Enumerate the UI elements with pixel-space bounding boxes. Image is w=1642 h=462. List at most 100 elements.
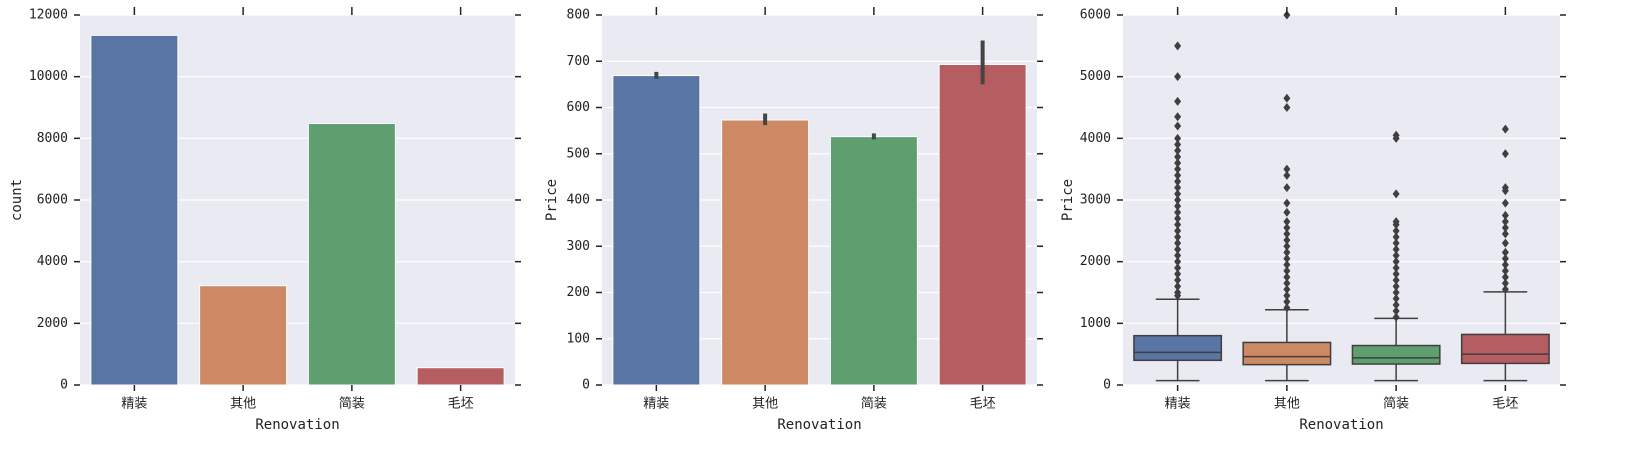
bar xyxy=(416,367,505,386)
outlier xyxy=(1392,300,1400,310)
outlier xyxy=(1174,112,1182,122)
outlier xyxy=(1501,124,1509,134)
outlier xyxy=(1392,226,1400,236)
outlier xyxy=(1283,272,1291,282)
x-axis-label: Renovation xyxy=(777,417,861,433)
box xyxy=(1242,341,1332,366)
outlier xyxy=(1392,257,1400,267)
bar xyxy=(612,75,701,386)
y-tick-label: 800 xyxy=(567,8,590,23)
outlier xyxy=(1283,207,1291,217)
outlier xyxy=(1174,152,1182,162)
outlier xyxy=(1501,284,1509,294)
outlier xyxy=(1174,96,1182,106)
y-axis-label: Price xyxy=(544,179,560,221)
y-tick-label: 0 xyxy=(60,378,68,393)
outlier xyxy=(1392,232,1400,242)
outlier xyxy=(1174,281,1182,291)
y-tick-label: 3000 xyxy=(1080,193,1111,208)
x-tick-label: 精装 xyxy=(1165,397,1191,412)
x-tick-label: 毛坯 xyxy=(448,397,474,412)
outlier xyxy=(1392,269,1400,279)
outlier xyxy=(1174,41,1182,51)
bar xyxy=(90,34,179,386)
y-tick-label: 8000 xyxy=(37,131,68,146)
y-tick-label: 400 xyxy=(567,193,590,208)
outlier xyxy=(1283,260,1291,270)
outlier xyxy=(1174,226,1182,236)
outlier xyxy=(1283,284,1291,294)
outlier xyxy=(1283,223,1291,233)
outlier xyxy=(1283,103,1291,112)
outlier xyxy=(1174,133,1182,143)
outlier xyxy=(1501,278,1509,288)
y-tick-label: 4000 xyxy=(37,254,68,269)
outlier xyxy=(1283,303,1291,313)
outlier xyxy=(1174,170,1182,180)
outlier xyxy=(1283,297,1291,307)
outlier xyxy=(1174,158,1182,168)
outlier xyxy=(1392,288,1400,297)
outlier xyxy=(1283,254,1291,264)
outlier xyxy=(1174,183,1182,193)
outlier xyxy=(1283,291,1291,301)
y-tick-label: 300 xyxy=(567,239,590,254)
outlier xyxy=(1283,247,1291,257)
outlier xyxy=(1174,220,1182,230)
y-tick-label: 700 xyxy=(567,54,590,69)
outlier xyxy=(1174,263,1182,273)
y-tick-label: 500 xyxy=(567,146,590,161)
outlier xyxy=(1283,170,1291,180)
outlier xyxy=(1392,281,1400,291)
box xyxy=(1351,344,1441,365)
bar xyxy=(938,63,1027,386)
outlier xyxy=(1174,244,1182,254)
y-tick-label: 200 xyxy=(567,285,590,300)
outlier xyxy=(1174,146,1182,156)
outlier xyxy=(1174,207,1182,217)
x-tick-label: 其他 xyxy=(752,397,778,412)
outlier xyxy=(1283,278,1291,288)
outlier xyxy=(1501,210,1509,220)
outlier xyxy=(1283,229,1291,239)
y-tick-label: 600 xyxy=(567,100,590,115)
outlier xyxy=(1392,244,1400,254)
outlier xyxy=(1501,247,1509,257)
bar xyxy=(199,285,288,386)
outlier xyxy=(1501,266,1509,276)
outlier xyxy=(1501,272,1509,282)
outlier xyxy=(1174,269,1182,279)
x-tick-label: 精装 xyxy=(643,397,669,412)
outlier xyxy=(1501,223,1509,233)
outlier xyxy=(1283,266,1291,276)
outlier xyxy=(1174,251,1182,260)
outlier xyxy=(1283,198,1291,208)
bar xyxy=(721,119,810,386)
y-tick-label: 1000 xyxy=(1080,316,1111,331)
outlier xyxy=(1392,306,1400,316)
outlier xyxy=(1501,260,1509,270)
x-tick-label: 简装 xyxy=(339,396,365,412)
outlier xyxy=(1392,238,1400,248)
y-tick-label: 12000 xyxy=(29,8,68,23)
y-tick-label: 6000 xyxy=(37,193,68,208)
outlier xyxy=(1392,251,1400,260)
x-tick-label: 毛坯 xyxy=(1492,397,1518,412)
outlier xyxy=(1283,183,1291,193)
box xyxy=(1460,333,1550,365)
outlier xyxy=(1392,312,1400,322)
outlier xyxy=(1283,164,1291,174)
y-axis-label: count xyxy=(9,179,25,221)
outlier xyxy=(1174,232,1182,242)
outlier xyxy=(1501,229,1509,239)
outlier xyxy=(1174,72,1182,82)
outlier xyxy=(1174,238,1182,248)
x-tick-label: 简装 xyxy=(1383,396,1409,412)
x-tick-label: 其他 xyxy=(1274,397,1300,412)
outlier xyxy=(1501,183,1509,193)
outlier xyxy=(1174,177,1182,186)
outlier xyxy=(1174,214,1182,223)
outlier xyxy=(1392,217,1400,227)
outlier xyxy=(1174,140,1182,149)
